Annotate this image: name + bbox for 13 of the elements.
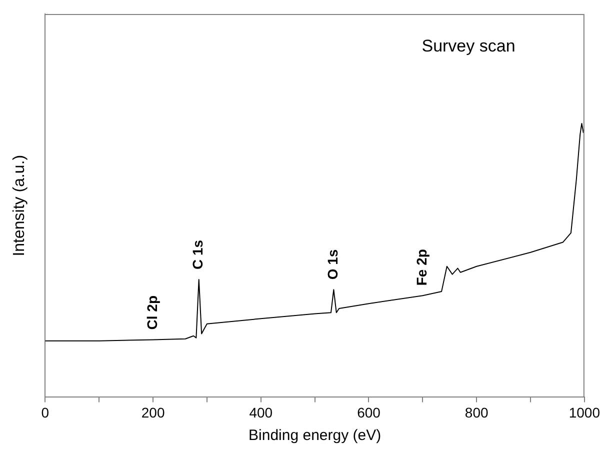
x-tick-label: 1000 (568, 404, 600, 420)
annotation: Cl 2p (144, 295, 160, 330)
annotation: Fe 2p (414, 249, 430, 286)
x-tick-label: 600 (357, 404, 381, 420)
x-tick-label: 200 (141, 404, 165, 420)
x-axis-title: Binding energy (eV) (248, 427, 382, 444)
text: Survey scan (422, 36, 516, 56)
annotation: C 1s (190, 240, 206, 270)
annotation: O 1s (324, 249, 341, 280)
x-tick-label: 0 (41, 404, 50, 420)
x-tick-label: 400 (249, 404, 273, 420)
x-tick-label: 800 (464, 404, 488, 420)
y-axis-title: Intensity (a.u.) (11, 154, 28, 256)
